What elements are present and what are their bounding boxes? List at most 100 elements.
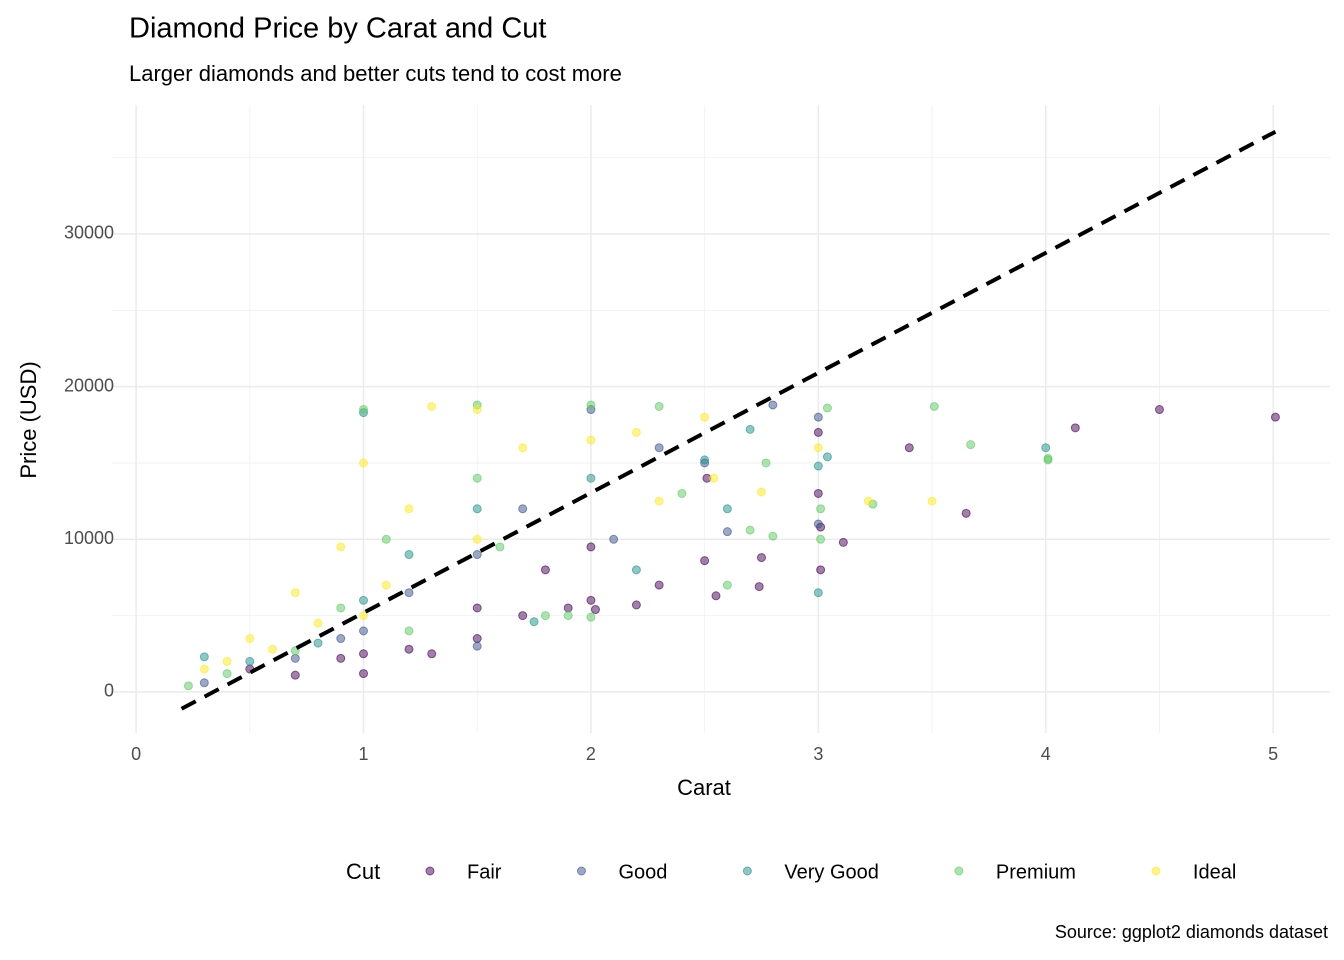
x-tick-label: 1 [359, 744, 369, 764]
point [754, 582, 764, 592]
point [822, 452, 832, 462]
point [518, 504, 528, 514]
point [404, 644, 414, 654]
point [1154, 405, 1164, 415]
legend-label: Very Good [784, 861, 879, 883]
point [631, 600, 641, 610]
point [768, 400, 778, 410]
point [700, 455, 710, 465]
point [472, 473, 482, 483]
point [961, 508, 971, 518]
point [199, 678, 209, 688]
series [199, 400, 823, 688]
series [199, 401, 937, 674]
point [761, 458, 771, 468]
point [359, 458, 369, 468]
point [700, 412, 710, 422]
point [404, 504, 414, 514]
point [313, 618, 323, 628]
legend-marker [576, 866, 586, 876]
point [745, 525, 755, 535]
point [199, 664, 209, 674]
legend-title: Cut [346, 859, 380, 884]
series [199, 408, 1051, 666]
point [336, 653, 346, 663]
series [183, 400, 1053, 691]
point [427, 401, 437, 411]
point [816, 534, 826, 544]
point [927, 496, 937, 506]
point [381, 580, 391, 590]
grid [112, 105, 1330, 733]
point [359, 611, 369, 621]
point [495, 542, 505, 552]
point [359, 626, 369, 636]
legend-marker [425, 866, 435, 876]
point [472, 641, 482, 651]
point [813, 427, 823, 437]
point [768, 531, 778, 541]
point [472, 504, 482, 514]
point [245, 656, 255, 666]
point [590, 605, 600, 615]
caption: Source: ggplot2 diamonds dataset [1055, 922, 1328, 942]
point [654, 443, 664, 453]
x-tick-label: 3 [813, 744, 823, 764]
legend-marker [1151, 866, 1161, 876]
point [222, 656, 232, 666]
point [540, 565, 550, 575]
point [540, 611, 550, 621]
point [359, 649, 369, 659]
x-tick-label: 2 [586, 744, 596, 764]
point [359, 669, 369, 679]
point [677, 488, 687, 498]
point [711, 591, 721, 601]
point [756, 487, 766, 497]
point [404, 626, 414, 636]
point [336, 634, 346, 644]
point [290, 588, 300, 598]
point [586, 400, 596, 410]
point [472, 534, 482, 544]
point [631, 565, 641, 575]
y-tick-label: 0 [104, 681, 114, 701]
legend-label: Ideal [1193, 861, 1236, 883]
point [929, 401, 939, 411]
point [586, 435, 596, 445]
point [518, 443, 528, 453]
point [813, 443, 823, 453]
point [183, 681, 193, 691]
point [813, 588, 823, 598]
point [529, 617, 539, 627]
point [472, 603, 482, 613]
point [813, 519, 823, 529]
y-axis-label: Price (USD) [16, 361, 41, 478]
series [245, 405, 1280, 680]
y-tick-label: 10000 [64, 528, 114, 548]
legend-label: Fair [467, 861, 502, 883]
legend-label: Premium [996, 861, 1076, 883]
point [756, 553, 766, 563]
point [518, 611, 528, 621]
point [313, 638, 323, 648]
point [1270, 412, 1280, 422]
point [359, 405, 369, 415]
point [472, 634, 482, 644]
point [816, 565, 826, 575]
point [631, 427, 641, 437]
point [1070, 423, 1080, 433]
x-tick-label: 5 [1268, 744, 1278, 764]
point [822, 403, 832, 413]
point [290, 670, 300, 680]
point [838, 537, 848, 547]
point [722, 527, 732, 537]
point [359, 595, 369, 605]
point [472, 550, 482, 560]
point [813, 488, 823, 498]
trend-line [180, 129, 1277, 711]
point [404, 588, 414, 598]
point [381, 534, 391, 544]
point [745, 424, 755, 434]
point [966, 440, 976, 450]
